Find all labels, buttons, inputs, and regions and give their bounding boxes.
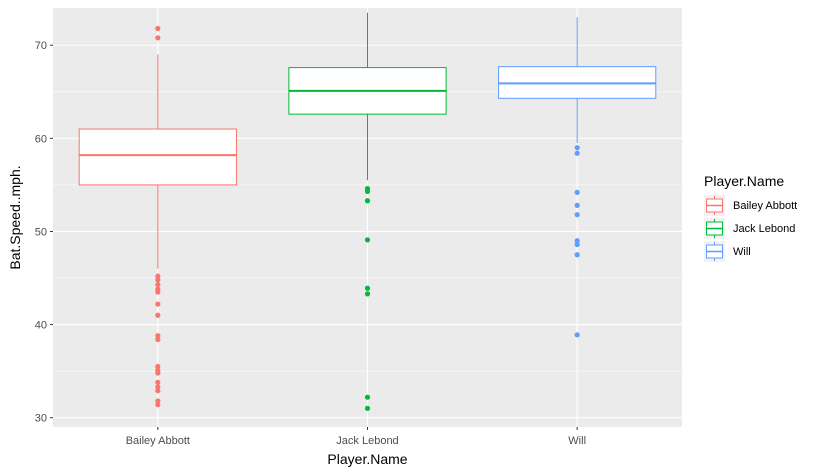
outlier-point	[364, 405, 371, 411]
outlier-point	[574, 202, 580, 208]
box-jack-lebond	[288, 12, 447, 411]
x-axis: Bailey Abbott Jack Lebond Will	[126, 427, 586, 447]
outlier-point	[155, 333, 161, 339]
legend: Player.Name Bailey Abbott Jack Lebond Will	[704, 173, 797, 262]
outlier-point	[574, 332, 580, 338]
x-tick-label: Will	[568, 435, 586, 447]
x-tick-label: Jack Lebond	[336, 435, 398, 447]
outlier-point	[155, 398, 161, 404]
y-axis: 30 40 50 60 70	[35, 40, 53, 425]
outlier-point	[574, 252, 580, 258]
outlier-point	[155, 379, 161, 385]
outlier-point	[155, 363, 161, 370]
legend-label: Jack Lebond	[733, 223, 795, 235]
outlier-point	[574, 238, 580, 244]
legend-items: Bailey Abbott Jack Lebond Will	[704, 195, 797, 262]
outlier-point	[155, 281, 161, 288]
legend-item-bailey-abbott: Bailey Abbott	[704, 195, 797, 216]
outlier-point	[574, 145, 580, 151]
outlier-point	[364, 188, 371, 195]
outlier-point	[155, 402, 161, 408]
outlier-point	[574, 189, 580, 195]
outlier-point	[155, 336, 161, 343]
box-bailey-abbott	[78, 25, 237, 408]
outlier-point	[364, 285, 371, 291]
legend-item-will: Will	[704, 241, 751, 262]
outlier-point	[364, 198, 371, 204]
y-tick-label: 50	[35, 226, 47, 238]
outlier-point	[155, 384, 161, 390]
x-tick-label: Bailey Abbott	[126, 435, 190, 447]
outlier-point	[155, 301, 161, 307]
outlier-point	[155, 312, 161, 318]
legend-label: Bailey Abbott	[733, 200, 797, 212]
outlier-point	[155, 289, 161, 295]
outlier-point	[155, 370, 161, 376]
outlier-point	[155, 25, 161, 32]
legend-item-jack-lebond: Jack Lebond	[704, 218, 795, 239]
boxes	[78, 12, 657, 411]
outlier-point	[364, 291, 371, 297]
legend-label: Will	[733, 246, 751, 258]
outlier-point	[155, 277, 161, 283]
outlier-point	[574, 212, 580, 218]
y-axis-title: Bat.Speed..mph.	[7, 165, 23, 269]
x-axis-title: Player.Name	[327, 451, 407, 467]
outlier-point	[364, 237, 371, 243]
y-tick-label: 70	[35, 40, 47, 52]
outlier-point	[155, 273, 161, 279]
outlier-point	[364, 394, 371, 400]
box-iqr	[78, 128, 237, 186]
box-will	[498, 17, 657, 338]
outlier-point	[574, 241, 580, 248]
y-tick-label: 30	[35, 413, 47, 425]
outlier-point	[155, 35, 161, 41]
y-tick-label: 40	[35, 320, 47, 332]
legend-title: Player.Name	[704, 173, 784, 189]
y-tick-label: 60	[35, 133, 47, 145]
outlier-point	[574, 150, 580, 156]
outlier-point	[155, 388, 161, 394]
